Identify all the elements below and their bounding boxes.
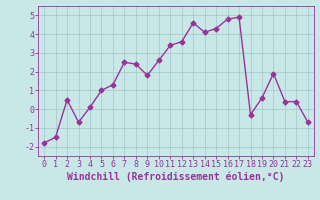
X-axis label: Windchill (Refroidissement éolien,°C): Windchill (Refroidissement éolien,°C) [67,172,285,182]
